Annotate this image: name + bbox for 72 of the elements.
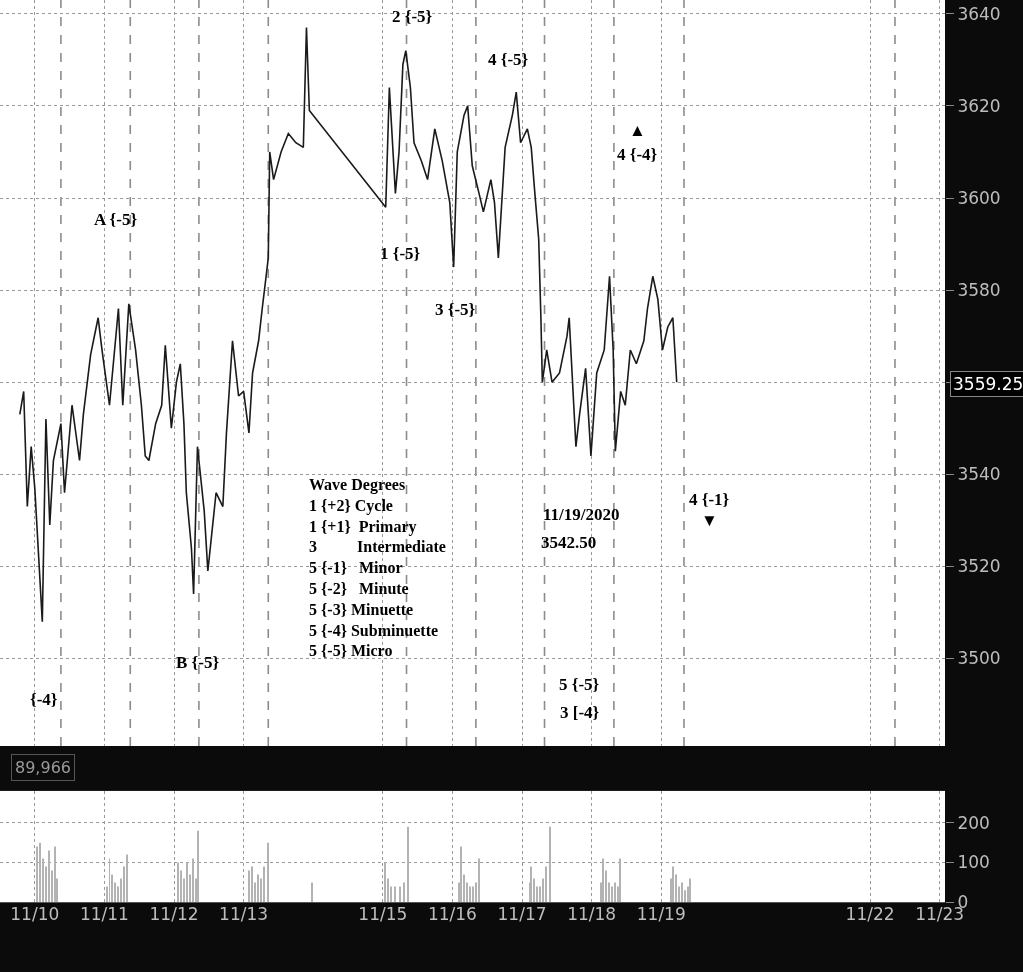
bar	[39, 842, 41, 903]
bar	[384, 862, 386, 903]
bar	[469, 886, 471, 903]
x-tick-label: 11/15	[358, 904, 408, 925]
annotation: 3542.50	[541, 533, 597, 552]
bar	[407, 826, 409, 903]
x-tick-label: 11/16	[427, 904, 477, 925]
annotation: B {-5}	[176, 653, 220, 672]
line-series	[19, 26, 678, 623]
y-tick-label: 3580	[957, 280, 1001, 301]
x-tick-label: 11/22	[845, 904, 895, 925]
x-tick-label: 11/17	[497, 904, 547, 925]
bar	[257, 874, 259, 903]
bar	[460, 846, 462, 903]
y-tick-label: 100	[957, 852, 990, 873]
annotation: 4 {-5}	[488, 50, 529, 69]
bar	[48, 850, 50, 903]
bar	[399, 886, 401, 903]
bar	[403, 882, 405, 903]
bar	[126, 854, 128, 903]
annotation: ▲	[629, 121, 646, 140]
bar	[602, 858, 604, 903]
bar	[472, 886, 474, 903]
annotation: 1 {-5}	[380, 244, 421, 263]
bar	[263, 866, 265, 903]
annotation: 5 {-5}	[559, 675, 600, 694]
bar	[197, 830, 199, 903]
y-tick-label: 3540	[957, 464, 1001, 485]
annotation: 3 {-5}	[435, 300, 476, 319]
bar	[36, 846, 38, 903]
bar	[611, 886, 613, 903]
annotation: A {-5}	[94, 210, 138, 229]
x-tick-label: 11/13	[219, 904, 269, 925]
bar	[251, 866, 253, 903]
bar	[530, 866, 532, 903]
y-tick-label: 3600	[957, 187, 1001, 208]
bar	[186, 862, 188, 903]
bar	[672, 866, 674, 903]
bar	[478, 858, 480, 903]
bar	[311, 882, 313, 903]
bar	[192, 858, 194, 903]
bar	[619, 858, 621, 903]
y-tick-label: 3520	[957, 556, 1001, 577]
text: 3559.25	[953, 374, 1023, 394]
bar	[549, 826, 551, 903]
x-tick-label: 11/19	[636, 904, 686, 925]
x-tick-label: 11/10	[10, 904, 60, 925]
annotation: ▼	[701, 511, 718, 530]
bar	[54, 846, 56, 903]
x-tick-label: 11/12	[149, 904, 199, 925]
annotation: 4 {-4}	[617, 145, 658, 164]
text: 89,966	[15, 758, 71, 777]
x-tick-label: 11/18	[567, 904, 617, 925]
annotation: 4 {-1}	[689, 490, 730, 509]
bar	[394, 886, 396, 903]
bar	[545, 866, 547, 903]
bar	[267, 842, 269, 903]
bar	[689, 878, 691, 903]
y-tick-label: 3620	[957, 95, 1001, 116]
bar	[681, 882, 683, 903]
bar	[614, 882, 616, 903]
y-tick-label: 3500	[957, 648, 1001, 669]
annotation: 2 {-5}	[392, 7, 433, 26]
annotation: 11/19/2020	[543, 505, 620, 524]
annotation: 3 [-4}	[560, 703, 600, 722]
text: Wave Degrees 1 {+2} Cycle 1 {+1} Primary 3 Intermediate 5 {-1} Minor 5 {-2} Minute 5 {-3} Minuette 5 {-4} Subminuette 5 {-5} Micro	[309, 476, 446, 660]
y-tick-label: 200	[957, 812, 990, 833]
y-tick-label: 3640	[957, 3, 1001, 24]
bar	[248, 870, 250, 903]
x-tick-label: 11/11	[79, 904, 129, 925]
annotation: {-4}	[30, 690, 58, 709]
bar	[177, 862, 179, 903]
